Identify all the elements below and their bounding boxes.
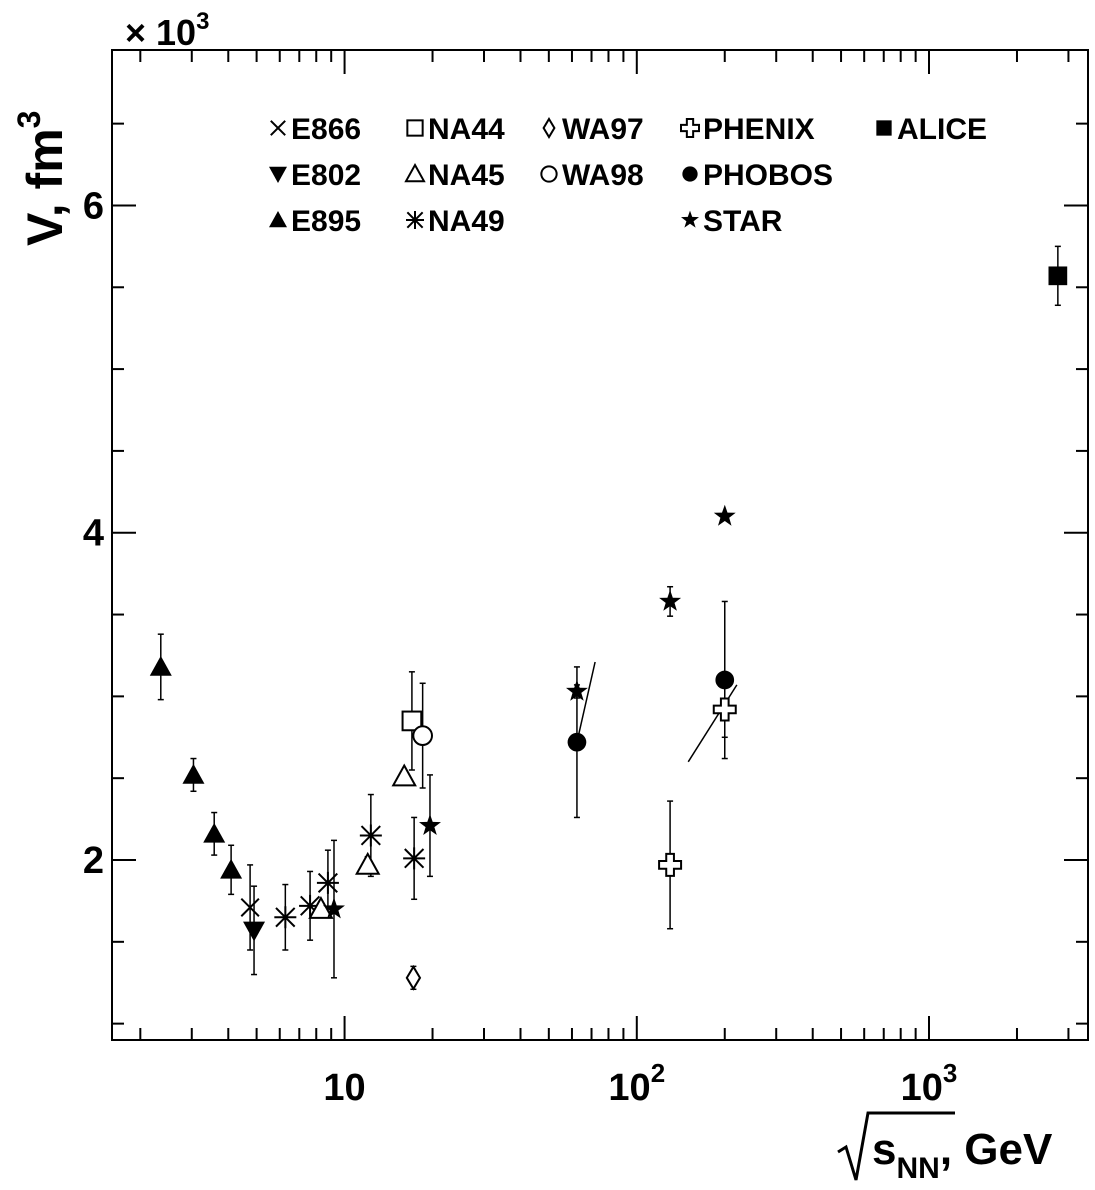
point-star [713, 504, 736, 526]
point-star [323, 897, 345, 919]
legend-label-na44: NA44 [428, 113, 505, 146]
legend-marker-na49 [406, 211, 424, 229]
x-tick-label-base: 10 [901, 1067, 943, 1109]
point-phobos [567, 732, 587, 752]
legend-label-phenix: PHENIX [703, 113, 815, 146]
legend-marker-phenix [680, 118, 700, 138]
point-e802 [243, 921, 266, 942]
legend-marker-wa98 [540, 165, 558, 183]
point-na45 [355, 851, 381, 875]
x-axis-label-unit: , GeV [940, 1125, 1053, 1174]
point-wa97 [405, 964, 422, 991]
legend-marker-wa97 [542, 117, 556, 139]
x-axis-label-sub: NN [896, 1152, 939, 1185]
line-segment [576, 661, 596, 743]
y-multiplier-exp: 3 [196, 8, 209, 35]
point-e895 [182, 763, 205, 784]
legend-label-alice: ALICE [897, 113, 987, 146]
legend-marker-star [681, 210, 699, 228]
point-e895 [203, 822, 226, 843]
point-phenix [712, 697, 737, 722]
major-ticks [112, 50, 1088, 1040]
legend-label-na45: NA45 [428, 159, 505, 192]
legend-label-e802: E802 [291, 159, 361, 192]
legend: E866 NA44 WA97 PHENIX ALICE E802 NA45 WA98 PHOBO… [269, 113, 987, 238]
x-axis-title: sNN, GeV [837, 1111, 1053, 1185]
sqrt-sign [837, 1111, 955, 1181]
x-tick-label-base: 10 [608, 1067, 650, 1109]
x-tick-label: 102 [608, 1058, 665, 1109]
legend-marker-na45 [404, 162, 426, 183]
legend-marker-phobos [682, 166, 698, 182]
x-tick-label: 103 [901, 1058, 958, 1109]
point-e895 [220, 858, 243, 879]
point-phenix [658, 852, 683, 877]
y-axis-label: V, fm [17, 128, 73, 246]
y-multiplier: × 103 [125, 8, 209, 53]
point-e895 [149, 655, 172, 676]
legend-marker-alice [876, 120, 892, 136]
point-star [566, 679, 588, 701]
point-na49 [316, 871, 339, 894]
x-tick-label-exp: 2 [651, 1058, 665, 1088]
legend-label-e866: E866 [291, 113, 361, 146]
y-axis-title: V, fm3 [11, 111, 73, 246]
error-bars [157, 245, 1061, 991]
x-axis-label-s: s [872, 1125, 896, 1174]
markers [149, 266, 1068, 991]
plot-frame [111, 49, 1089, 1041]
x-tick-label-base: 10 [323, 1067, 365, 1109]
legend-label-e895: E895 [291, 205, 361, 238]
line-segment [687, 684, 738, 763]
point-e866 [240, 897, 260, 917]
legend-label-na49: NA49 [428, 205, 505, 238]
point-na49 [359, 824, 382, 847]
legend-marker-e802 [269, 166, 287, 183]
point-na49 [274, 906, 297, 929]
point-na45 [391, 763, 417, 787]
y-axis-label-sup: 3 [11, 111, 47, 129]
x-tick-label: 10 [323, 1067, 365, 1109]
point-wa98 [412, 725, 433, 746]
point-na49 [403, 847, 426, 870]
point-phobos [715, 670, 735, 690]
minor-ticks [112, 50, 1088, 1040]
y-multiplier-prefix: × 10 [125, 12, 196, 53]
point-na44 [401, 710, 423, 732]
x-tick-label-exp: 3 [943, 1058, 957, 1088]
point-na49 [299, 894, 322, 917]
y-tick-label: 4 [83, 513, 104, 555]
legend-label-wa98: WA98 [562, 159, 644, 192]
legend-label-wa97: WA97 [562, 113, 644, 146]
point-star [659, 589, 682, 611]
x-axis-label: sNN, GeV [872, 1125, 1053, 1185]
legend-marker-na44 [406, 119, 424, 137]
point-alice [1048, 266, 1068, 286]
y-tick-label: 6 [83, 185, 104, 227]
legend-marker-e895 [269, 211, 287, 228]
y-tick-label: 2 [83, 840, 104, 882]
legend-marker-e866 [270, 120, 286, 136]
point-star [419, 814, 441, 835]
legend-label-star: STAR [703, 205, 783, 238]
legend-label-phobos: PHOBOS [703, 159, 833, 192]
